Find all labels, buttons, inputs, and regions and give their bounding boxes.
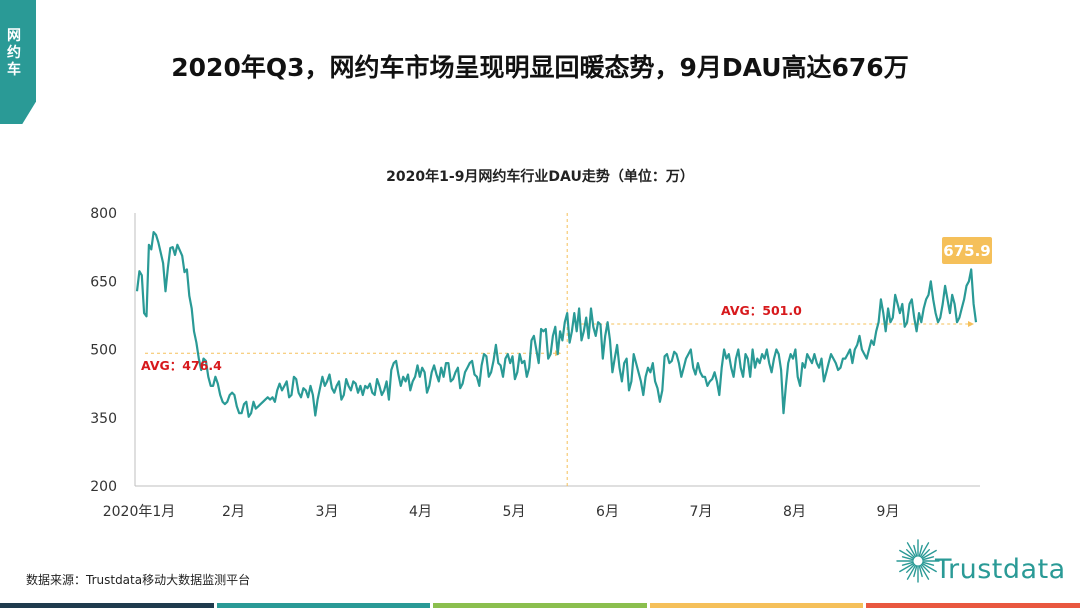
x-tick-label: 9月 (877, 504, 900, 520)
avg-h1-label: AVG：476.4 (141, 358, 222, 373)
x-tick-label: 2020年1月 (103, 504, 176, 520)
x-tick-label: 7月 (690, 504, 713, 520)
sunburst-icon (896, 539, 940, 583)
x-tick-label: 2月 (222, 504, 245, 520)
y-tick-label: 200 (90, 479, 117, 495)
page-title: 2020年Q3，网约车市场呈现明显回暖态势，9月DAU高达676万 (171, 53, 909, 82)
avg-h2-label: AVG：501.0 (721, 303, 802, 318)
x-tick-label: 3月 (316, 504, 339, 520)
bottom-bar-segment (0, 603, 214, 608)
x-tick-label: 8月 (783, 504, 806, 520)
chart-title: 2020年1-9月网约车行业DAU走势（单位：万） (386, 169, 694, 185)
trustdata-logo: Trustdata (935, 554, 1066, 585)
series-dau-line (135, 231, 978, 418)
section-tag-label: 网约车 (7, 28, 21, 78)
section-tag (0, 0, 36, 124)
bottom-bar-segment (216, 603, 431, 608)
bottom-bar-segment (433, 603, 647, 608)
peak-value-badge (942, 237, 992, 264)
bottom-bar-segment (649, 603, 864, 608)
bottom-color-bar (0, 603, 1080, 608)
bottom-bar-segment (866, 603, 1080, 608)
x-tick-label: 6月 (596, 504, 619, 520)
y-tick-label: 500 (90, 343, 117, 359)
y-tick-label: 350 (90, 411, 117, 427)
x-tick-label: 4月 (409, 504, 432, 520)
x-tick-label: 5月 (503, 504, 526, 520)
y-tick-label: 800 (90, 206, 117, 222)
peak-value-label: 675.9 (943, 242, 990, 260)
data-source-note: 数据来源：Trustdata移动大数据监测平台 (26, 573, 251, 587)
avg-h2-arrow (968, 321, 974, 328)
y-tick-label: 650 (90, 274, 117, 290)
